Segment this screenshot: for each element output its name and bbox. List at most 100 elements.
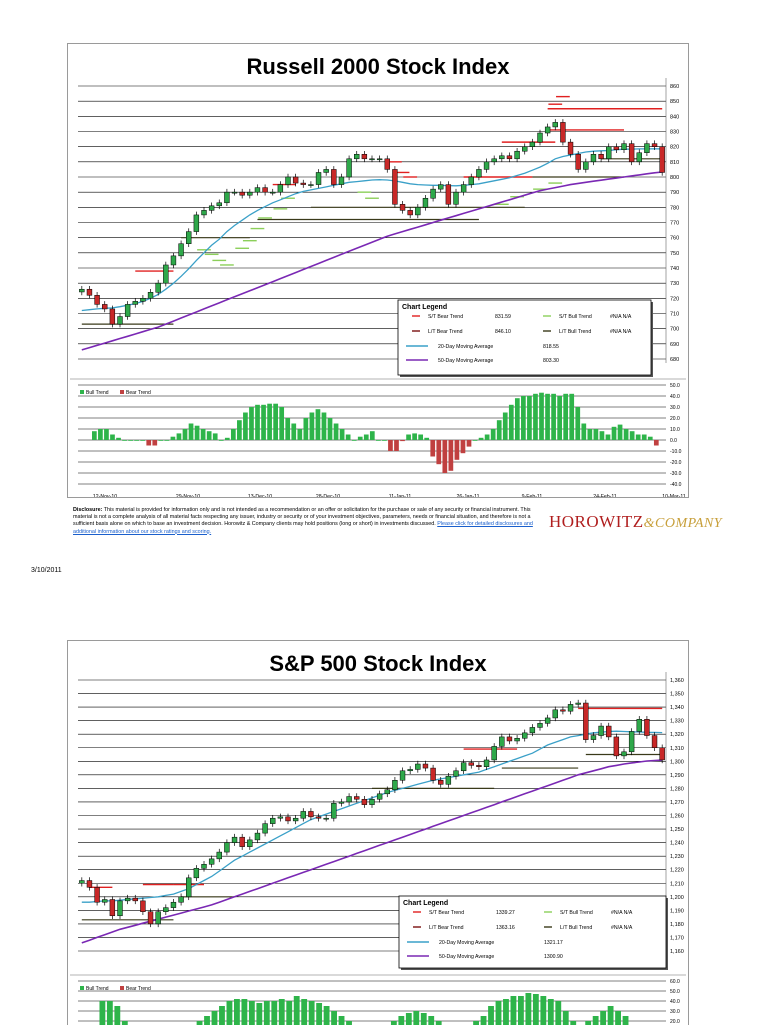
osc-bar [303, 418, 309, 440]
candle-body [94, 887, 100, 903]
candle-body [560, 709, 566, 712]
osc-bar [562, 1011, 569, 1030]
y-tick-label: 730 [670, 281, 679, 287]
osc-bar [357, 436, 363, 440]
osc-tick-label: 0.0 [670, 438, 677, 444]
legend-label: S/T Bear Trend [428, 314, 463, 320]
legend-value: 803.30 [543, 358, 559, 364]
osc-bar [484, 434, 490, 440]
osc-bar [502, 412, 508, 440]
y-tick-label: 1,230 [670, 854, 684, 860]
candle-body [178, 243, 184, 257]
candle-body [445, 775, 452, 785]
osc-bar [436, 440, 442, 465]
candle-body [468, 176, 474, 185]
y-tick-label: 1,290 [670, 773, 684, 779]
osc-bar [539, 392, 544, 440]
osc-bar [488, 1006, 494, 1030]
y-tick-label: 700 [670, 327, 679, 333]
osc-bar [593, 429, 599, 440]
candle-body [590, 154, 597, 163]
horowitz-company-logo: HOROWITZ&COMPANY [549, 512, 723, 531]
osc-bar [599, 431, 605, 440]
candle-body [147, 292, 154, 299]
candle-body [208, 858, 215, 865]
osc-bar [442, 440, 448, 473]
disclosure-text: Disclosure: This material is provided fo… [73, 507, 543, 536]
osc-bar [261, 404, 266, 440]
candle-body [575, 702, 581, 705]
ma50-line [81, 171, 663, 351]
osc-bar [339, 429, 345, 440]
chart-title: S&P 500 Stock Index [269, 651, 487, 676]
osc-bar [271, 1001, 278, 1030]
osc-bar [99, 1001, 106, 1030]
candle-body [270, 191, 276, 194]
y-tick-label: 1,350 [670, 692, 684, 698]
osc-bar [629, 431, 635, 440]
osc-bar [563, 393, 569, 440]
candle-body [613, 736, 620, 757]
candle-body [438, 184, 444, 190]
candle-body [300, 811, 306, 819]
candle-body [109, 308, 116, 325]
osc-bar [237, 420, 242, 440]
osc-bar [472, 440, 478, 441]
osc-bar [321, 412, 327, 440]
y-tick-label: 1,240 [670, 841, 684, 847]
candle-body [346, 158, 352, 178]
osc-bar [194, 425, 200, 440]
osc-bar [301, 999, 308, 1030]
osc-bar [248, 1001, 255, 1030]
candle-body [644, 719, 650, 736]
osc-bar [490, 429, 496, 440]
y-tick-label: 1,330 [670, 719, 684, 725]
legend-label: L/T Bear Trend [429, 925, 464, 931]
candle-body [193, 868, 200, 879]
candle-body [468, 762, 474, 766]
legend-swatch [120, 390, 124, 394]
ma50-line [81, 759, 663, 944]
sp500-chart-panel: S&P 500 Stock Index 1,160 1,170 1,180 1,190… [67, 640, 689, 1030]
osc-bar [430, 440, 436, 457]
candle-body [201, 864, 207, 869]
osc-bar [388, 440, 393, 451]
candle-body [499, 155, 505, 160]
osc-bar [448, 440, 454, 471]
candle-body [537, 723, 543, 728]
candle-body [384, 789, 390, 795]
candle-body [361, 798, 368, 805]
osc-bar [575, 407, 581, 440]
candle-body [392, 780, 398, 791]
y-tick-label: 680 [670, 357, 679, 363]
legend-value: 818.55 [543, 344, 559, 350]
osc-bar [413, 1011, 420, 1030]
candle-body [231, 836, 238, 843]
osc-bar [140, 440, 146, 441]
y-tick-label: 740 [670, 266, 679, 272]
osc-bar [420, 1013, 427, 1030]
osc-tick-label: -20.0 [670, 460, 682, 466]
candle-body [583, 702, 589, 740]
candle-body [514, 738, 520, 742]
y-tick-label: 1,320 [670, 732, 684, 738]
osc-bar [527, 396, 532, 440]
osc-bar [473, 1021, 479, 1030]
candle-body [163, 907, 169, 912]
legend-swatch [80, 390, 84, 394]
y-tick-label: 1,210 [670, 881, 684, 887]
osc-bar [398, 1016, 405, 1030]
y-tick-label: 790 [670, 190, 679, 196]
osc-bar [617, 424, 623, 440]
candle-body [186, 231, 192, 244]
candle-body [346, 796, 352, 803]
legend-title: Chart Legend [403, 900, 448, 907]
candle-body [438, 780, 444, 785]
disclosure-link[interactable]: Please click for detailed disclosures an… [73, 521, 533, 535]
candle-body [109, 899, 116, 917]
candle-body [79, 288, 85, 293]
y-tick-label: 750 [670, 251, 679, 257]
russell-chart-svg: 680 690 700 710 720 730 740 750 760 770 780 790 800 8… [70, 78, 686, 500]
candle-body [155, 282, 161, 293]
candle-body [552, 709, 558, 719]
